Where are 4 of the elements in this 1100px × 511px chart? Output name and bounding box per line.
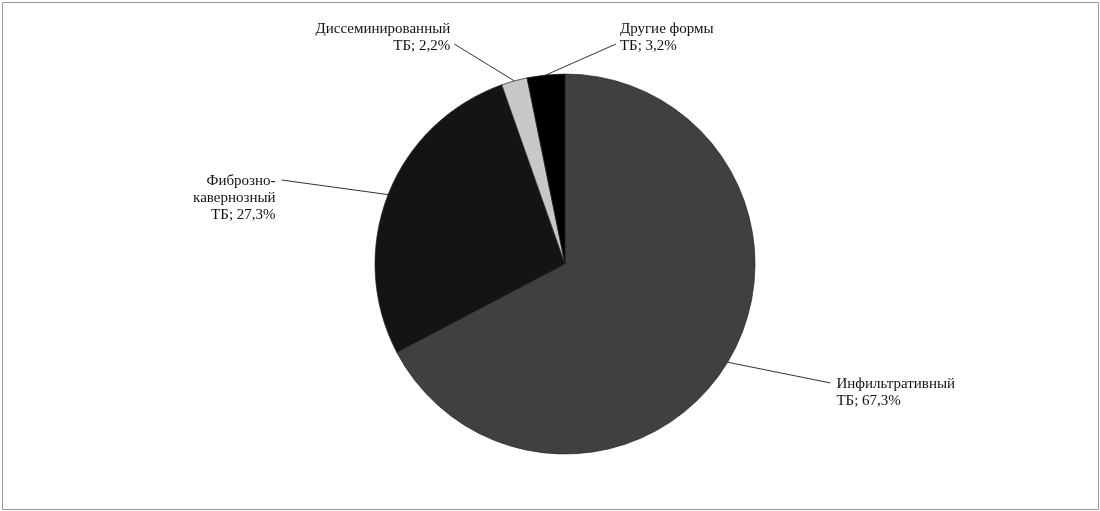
- slice-label: Фиброзно-кавернозный ТБ; 27,3%: [193, 172, 276, 222]
- slice-label: Инфильтративный ТБ; 67,3%: [836, 374, 956, 408]
- slice-label: Другие формы ТБ; 3,2%: [619, 20, 714, 53]
- slice-label: Диссеминированный ТБ; 2,2%: [315, 20, 451, 53]
